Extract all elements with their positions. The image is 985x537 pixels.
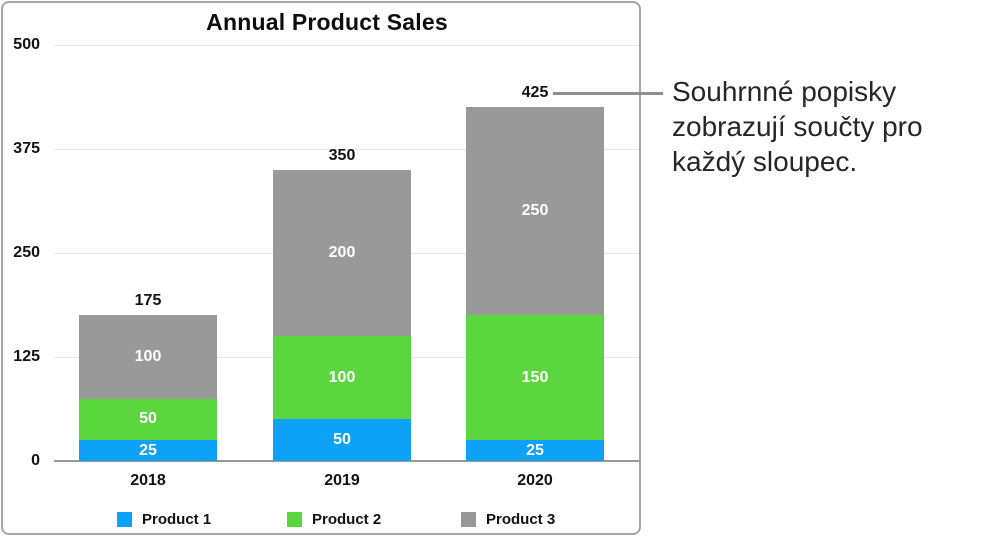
y-axis-label-0: 0 — [31, 452, 40, 469]
legend-item-product-3[interactable]: Product 3 — [461, 509, 555, 529]
chart-frame: Annual Product Sales 0 125 250 375 500 25 50 10… — [1, 1, 641, 535]
y-axis-label-375: 375 — [13, 140, 40, 157]
legend-swatch-product-1 — [117, 511, 132, 527]
y-axis-label-250: 250 — [13, 244, 40, 261]
total-label-2019: 350 — [328, 146, 356, 164]
bar-segment-2018-product-3[interactable]: 100 — [79, 315, 217, 399]
bar-segment-2020-product-3[interactable]: 250 — [466, 107, 604, 316]
legend-label-product-1: Product 1 — [142, 510, 212, 528]
bar-segment-2018-product-2[interactable]: 50 — [79, 398, 217, 441]
callout-text-line-2: zobrazují součty pro — [672, 111, 923, 142]
bar-segment-2019-product-3[interactable]: 200 — [273, 169, 411, 337]
gridline-0 — [54, 460, 639, 462]
bar-segment-2019-product-2[interactable]: 100 — [273, 336, 411, 420]
chart-title: Annual Product Sales — [206, 9, 448, 35]
callout-text-line-3: každý sloupec. — [672, 146, 858, 177]
total-label-2018: 175 — [134, 292, 162, 310]
x-axis-label-2018: 2018 — [130, 472, 166, 489]
bar-segment-2018-product-1[interactable]: 25 — [79, 440, 217, 461]
callout-text: Souhrnné popisky zobrazují součty pro každ… — [672, 74, 923, 179]
y-axis-label-125: 125 — [13, 348, 40, 365]
legend-swatch-product-2 — [287, 511, 302, 527]
y-axis-label-500: 500 — [13, 36, 40, 53]
legend-item-product-1[interactable]: Product 1 — [117, 509, 211, 529]
bar-segment-2020-product-1[interactable]: 25 — [466, 440, 604, 461]
legend-item-product-2[interactable]: Product 2 — [287, 509, 381, 529]
legend-label-product-3: Product 3 — [486, 510, 556, 528]
bar-segment-2019-product-1[interactable]: 50 — [273, 419, 411, 461]
x-axis-label-2020: 2020 — [517, 472, 553, 489]
callout-text-line-1: Souhrnné popisky — [672, 76, 897, 107]
callout-connector-line — [553, 92, 663, 95]
gridline-500 — [54, 44, 639, 46]
x-axis-label-2019: 2019 — [324, 472, 360, 489]
gridline-375 — [54, 148, 639, 150]
total-label-2020: 425 — [521, 84, 549, 102]
bar-segment-2020-product-2[interactable]: 150 — [466, 315, 604, 441]
legend-label-product-2: Product 2 — [312, 510, 382, 528]
plot-area: 0 125 250 375 500 25 50 100 175 2018 50 100 200 350 20… — [3, 3, 639, 533]
legend-swatch-product-3 — [461, 511, 476, 527]
